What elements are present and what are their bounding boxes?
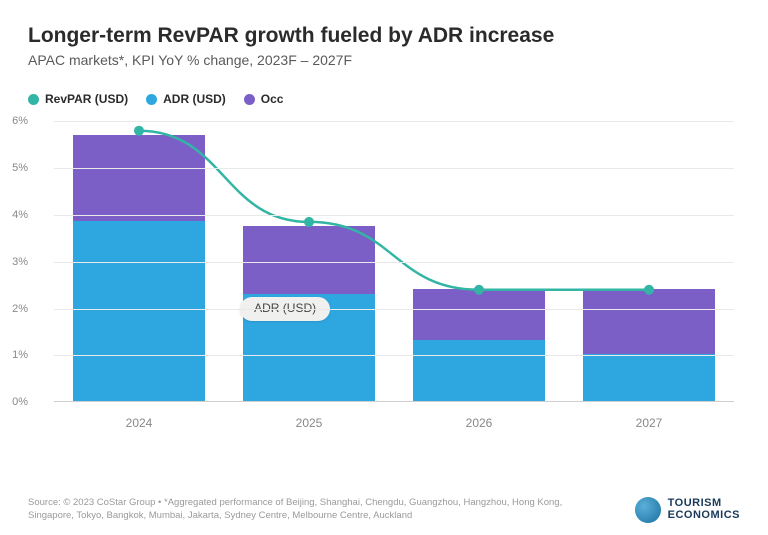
legend-item-adr: ADR (USD): [146, 92, 226, 106]
grid-line: [54, 355, 734, 356]
legend-swatch-occ: [244, 94, 255, 105]
x-tick-label: 2026: [394, 416, 564, 430]
bar-segment: [243, 226, 376, 294]
bar-group: [54, 112, 224, 401]
grid-line: [54, 215, 734, 216]
bar-group: [224, 112, 394, 401]
y-tick-label: 6%: [4, 115, 28, 127]
y-tick-label: 2%: [4, 303, 28, 315]
bar-group: [394, 112, 564, 401]
source-text: Source: © 2023 CoStar Group • *Aggregate…: [28, 497, 588, 523]
bar-group: [564, 112, 734, 401]
x-tick-label: 2027: [564, 416, 734, 430]
legend-item-revpar: RevPAR (USD): [28, 92, 128, 106]
x-axis: 2024202520262027: [54, 416, 734, 430]
y-tick-label: 3%: [4, 256, 28, 268]
y-tick-label: 5%: [4, 162, 28, 174]
bar: [413, 289, 546, 401]
legend-swatch-revpar: [28, 94, 39, 105]
legend-item-occ: Occ: [244, 92, 284, 106]
chart-area: 0%1%2%3%4%5%6% ADR (USD) 202420252026202…: [54, 112, 734, 430]
y-tick-label: 0%: [4, 396, 28, 408]
bar-segment: [583, 354, 716, 401]
chart-subtitle: APAC markets*, KPI YoY % change, 2023F –…: [28, 52, 740, 68]
legend-label: Occ: [261, 92, 284, 106]
legend-label: ADR (USD): [163, 92, 226, 106]
bar-segment: [73, 221, 206, 401]
x-tick-label: 2025: [224, 416, 394, 430]
brand-line2: ECONOMICS: [668, 510, 740, 522]
chart-title: Longer-term RevPAR growth fueled by ADR …: [28, 24, 740, 48]
brand-logo: TOURISM ECONOMICS: [635, 497, 740, 523]
x-tick-label: 2024: [54, 416, 224, 430]
bar-segment: [583, 289, 716, 354]
bar-segment: [413, 289, 546, 340]
bar-layer: [54, 112, 734, 401]
legend: RevPAR (USD) ADR (USD) Occ: [28, 92, 740, 106]
globe-icon: [635, 497, 661, 523]
bar-segment: [413, 340, 546, 401]
grid-line: [54, 262, 734, 263]
grid-line: [54, 168, 734, 169]
y-tick-label: 4%: [4, 209, 28, 221]
grid-line: [54, 309, 734, 310]
bar-segment: [73, 135, 206, 222]
grid-line: [54, 121, 734, 122]
y-tick-label: 1%: [4, 349, 28, 361]
legend-swatch-adr: [146, 94, 157, 105]
bar: [73, 135, 206, 402]
bar: [583, 289, 716, 401]
plot-area: ADR (USD): [54, 112, 734, 402]
legend-label: RevPAR (USD): [45, 92, 128, 106]
